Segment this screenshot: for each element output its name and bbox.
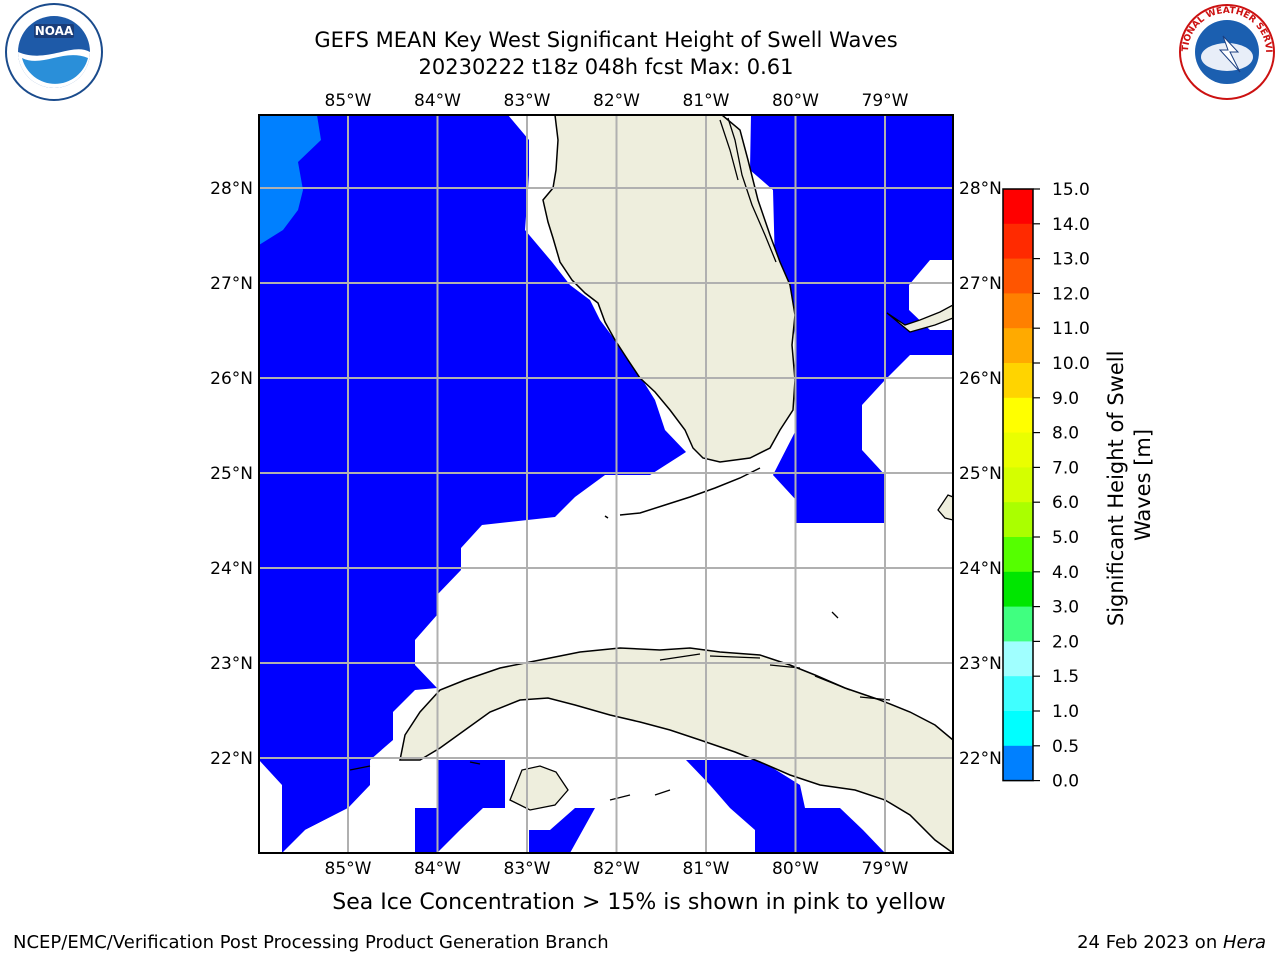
colorbar-tick-label: 0.0 xyxy=(1052,772,1079,792)
lon-tick-label-top: 84°W xyxy=(414,91,461,111)
colorbar-swatch xyxy=(1003,398,1033,433)
lon-tick-label-top: 82°W xyxy=(593,91,640,111)
lat-tick-label-left: 22°N xyxy=(210,749,253,769)
colorbar-swatch xyxy=(1003,433,1033,468)
colorbar-swatch xyxy=(1003,641,1033,676)
colorbar-tick-label: 6.0 xyxy=(1052,493,1079,513)
colorbar-tick-label: 4.0 xyxy=(1052,563,1079,583)
colorbar-swatch xyxy=(1003,572,1033,607)
colorbar-swatch xyxy=(1003,259,1033,294)
colorbar-tick-label: 0.5 xyxy=(1052,737,1079,757)
lat-tick-label-right: 23°N xyxy=(959,654,1002,674)
colorbar-swatch xyxy=(1003,746,1033,781)
colorbar-tick-label: 9.0 xyxy=(1052,389,1079,409)
colorbar-swatch xyxy=(1003,293,1033,328)
colorbar-tick-label: 1.0 xyxy=(1052,702,1079,722)
lat-tick-label-right: 24°N xyxy=(959,559,1002,579)
colorbar-swatch xyxy=(1003,537,1033,572)
lat-tick-label-left: 23°N xyxy=(210,654,253,674)
lon-tick-label-bottom: 81°W xyxy=(683,859,730,879)
map-area xyxy=(259,115,953,853)
lat-tick-label-left: 25°N xyxy=(210,464,253,484)
colorbar-tick-label: 14.0 xyxy=(1052,215,1090,235)
colorbar-tick-label: 7.0 xyxy=(1052,458,1079,478)
colorbar-tick-label: 5.0 xyxy=(1052,528,1079,548)
footer-date: 24 Feb 2023 on Hera xyxy=(1077,932,1266,953)
lat-tick-label-left: 28°N xyxy=(210,179,253,199)
colorbar-swatch xyxy=(1003,676,1033,711)
footer-date-text: 24 Feb 2023 on xyxy=(1077,932,1223,953)
lat-tick-label-right: 28°N xyxy=(959,179,1002,199)
colorbar: 15.0 14.0 13.0 12.0 11.0 10.0 9.0 8.0 7.0 6.0 5.0 4… xyxy=(1003,180,1090,792)
lat-tick-label-right: 22°N xyxy=(959,749,1002,769)
lat-tick-label-left: 24°N xyxy=(210,559,253,579)
lon-tick-label-top: 85°W xyxy=(325,91,372,111)
lon-tick-label-bottom: 84°W xyxy=(414,859,461,879)
map-figure: 85°W 85°W 84°W 84°W 83°W 83°W 82°W 82°W 81°W 81°W… xyxy=(0,0,1280,960)
lon-tick-label-bottom: 83°W xyxy=(504,859,551,879)
colorbar-tick-label: 12.0 xyxy=(1052,284,1090,304)
lon-tick-label-bottom: 82°W xyxy=(593,859,640,879)
lon-tick-label-bottom: 79°W xyxy=(862,859,909,879)
colorbar-tick-label: 3.0 xyxy=(1052,598,1079,618)
colorbar-swatch xyxy=(1003,363,1033,398)
lat-tick-label-right: 25°N xyxy=(959,464,1002,484)
colorbar-swatch xyxy=(1003,189,1033,224)
lon-tick-label-bottom: 85°W xyxy=(325,859,372,879)
colorbar-tick-label: 13.0 xyxy=(1052,250,1090,270)
colorbar-swatch xyxy=(1003,328,1033,363)
lat-tick-label-right: 27°N xyxy=(959,274,1002,294)
colorbar-tick-label: 11.0 xyxy=(1052,319,1090,339)
footer-host: Hera xyxy=(1223,932,1266,953)
sea-ice-note: Sea Ice Concentration > 15% is shown in … xyxy=(258,890,1020,915)
colorbar-tick-label: 8.0 xyxy=(1052,424,1079,444)
lat-tick-label-left: 26°N xyxy=(210,369,253,389)
lon-tick-label-top: 80°W xyxy=(772,91,819,111)
colorbar-tick-label: 1.5 xyxy=(1052,667,1079,687)
lon-tick-label-top: 79°W xyxy=(862,91,909,111)
colorbar-tick-label: 2.0 xyxy=(1052,632,1079,652)
lon-tick-label-top: 83°W xyxy=(504,91,551,111)
lat-tick-label-right: 26°N xyxy=(959,369,1002,389)
colorbar-swatch xyxy=(1003,607,1033,642)
colorbar-label: Significant Height of Swell Waves [m] xyxy=(1104,344,1155,626)
colorbar-swatch xyxy=(1003,711,1033,746)
footer-credit: NCEP/EMC/Verification Post Processing Pr… xyxy=(13,932,609,953)
lon-tick-label-bottom: 80°W xyxy=(772,859,819,879)
colorbar-swatch xyxy=(1003,467,1033,502)
colorbar-tick-label: 15.0 xyxy=(1052,180,1090,200)
colorbar-swatch xyxy=(1003,224,1033,259)
lat-tick-label-left: 27°N xyxy=(210,274,253,294)
colorbar-swatch xyxy=(1003,502,1033,537)
lon-tick-label-top: 81°W xyxy=(683,91,730,111)
colorbar-tick-label: 10.0 xyxy=(1052,354,1090,374)
